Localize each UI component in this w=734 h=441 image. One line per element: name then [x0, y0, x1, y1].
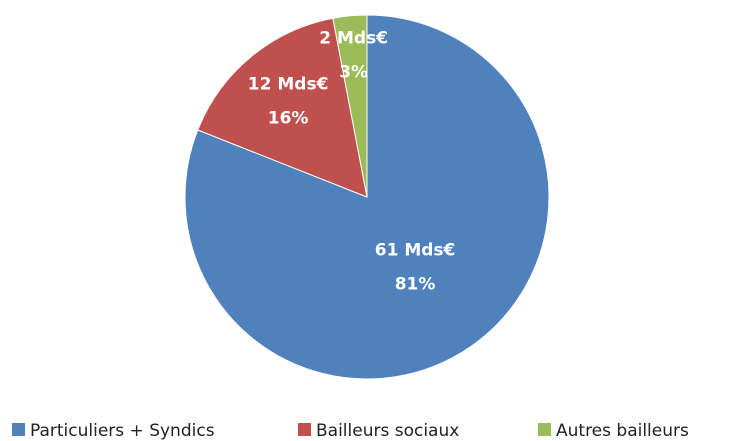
legend-label: Autres bailleurs: [556, 421, 689, 441]
legend-label: Bailleurs sociaux: [316, 421, 459, 441]
value-label: 3%: [339, 63, 368, 83]
legend-swatch: [538, 423, 551, 436]
legend-swatch: [298, 423, 311, 436]
pie-slice: [184, 14, 550, 380]
amount-label: 12 Mds€: [248, 75, 329, 95]
legend-swatch: [12, 423, 25, 436]
pie-slice: [332, 14, 368, 198]
amount-label: 61 Mds€: [375, 241, 456, 261]
pie-slice: [197, 17, 368, 198]
value-label: 16%: [268, 109, 309, 129]
legend-label: Particuliers + Syndics: [30, 421, 215, 441]
value-label: 81%: [395, 275, 436, 295]
amount-label: 2 Mds€: [319, 29, 388, 49]
